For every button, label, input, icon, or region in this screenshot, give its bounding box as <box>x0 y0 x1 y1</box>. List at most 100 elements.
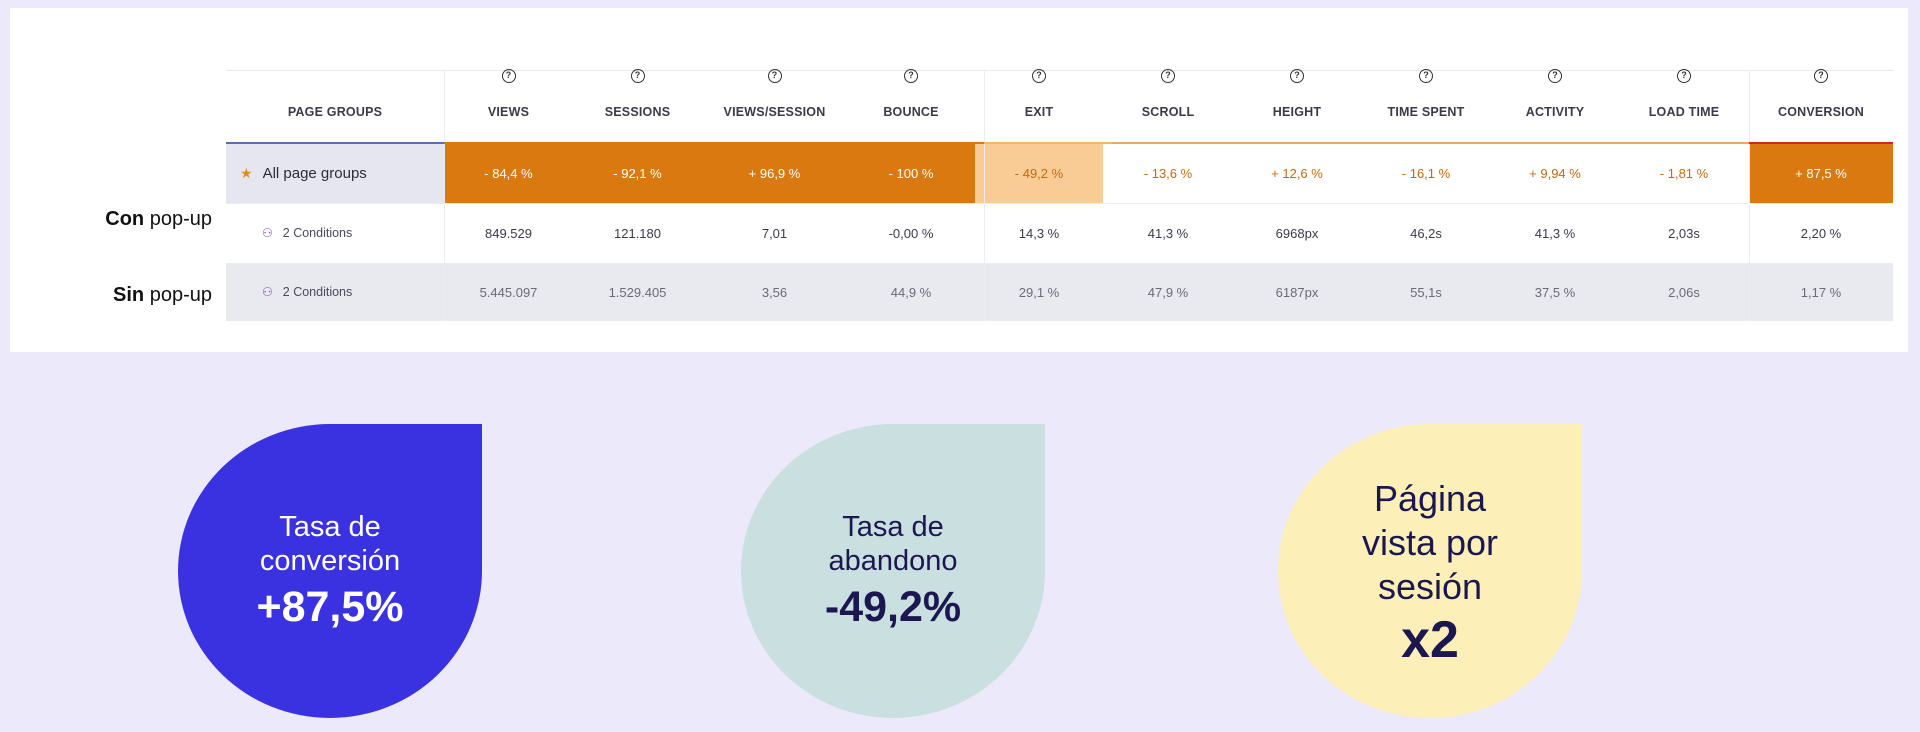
stat-abandon-drop: Tasa de abandono -49,2% <box>741 424 1045 718</box>
table-cell: 6968px <box>1275 225 1319 241</box>
users-icon: ⚇ <box>262 285 273 299</box>
table-cell: - 1,81 % <box>1659 165 1709 181</box>
table-cell: + 87,5 % <box>1749 143 1893 203</box>
analytics-table-panel: Con pop-up Sin pop-up PAGE GROUPS ★ All pa… <box>10 8 1908 352</box>
row-label-con-bold: Con <box>105 208 145 230</box>
row-label-con-popup: Con pop-up <box>40 208 220 231</box>
header-underline <box>1112 142 1749 144</box>
table-cell: - 49,2 % <box>975 143 1103 203</box>
row-name-conditions[interactable]: ⚇ 2 Conditions <box>226 263 444 321</box>
column-header[interactable]: EXIT <box>1024 105 1054 119</box>
table-cell: 7,01 <box>761 225 788 241</box>
table-cell: 3,56 <box>702 263 847 321</box>
stat-conversion-drop: Tasa de conversión +87,5% <box>178 424 482 718</box>
table-cell: 29,1 % <box>975 263 1103 321</box>
table-cell: 2,20 % <box>1800 225 1842 241</box>
column-header[interactable]: HEIGHT <box>1272 105 1322 119</box>
stat-conversion-value: +87,5% <box>256 583 404 631</box>
help-icon[interactable]: ? <box>501 69 516 83</box>
help-icon[interactable]: ? <box>767 69 782 83</box>
table-cell: 47,9 % <box>1103 263 1233 321</box>
column-header[interactable]: ACTIVITY <box>1525 105 1585 119</box>
column-header[interactable]: TIME SPENT <box>1387 105 1465 119</box>
row-divider <box>226 203 1893 204</box>
table-cell: 41,3 % <box>1534 225 1576 241</box>
table-cell: -0,00 % <box>888 225 934 241</box>
table-cell: - 16,1 % <box>1401 165 1451 181</box>
table-cell: 1.529.405 <box>573 263 702 321</box>
row-divider <box>226 263 1893 264</box>
help-icon[interactable]: ? <box>630 69 645 83</box>
table-cell: 1,17 % <box>1749 263 1893 321</box>
table-cell: 6187px <box>1233 263 1361 321</box>
table-column: VIEWS? - 84,4 % 849.529 5.445.097 <box>444 69 573 321</box>
help-icon[interactable]: ? <box>1032 69 1046 83</box>
table-cell: + 12,6 % <box>1271 165 1323 181</box>
table-cell: 121.180 <box>614 225 661 241</box>
star-icon: ★ <box>240 164 253 181</box>
help-icon[interactable]: ? <box>1419 69 1433 83</box>
table-column: TIME SPENT? - 16,1 % 46,2s 55,1s <box>1361 69 1491 321</box>
column-header[interactable]: LOAD TIME <box>1648 105 1720 119</box>
column-divider <box>444 71 445 321</box>
column-header[interactable]: SCROLL <box>1141 105 1195 119</box>
column-header[interactable]: VIEWS <box>487 105 530 119</box>
table-cell: 2,03s <box>1668 225 1700 241</box>
header-underline <box>226 142 444 144</box>
table-cell: 37,5 % <box>1491 263 1619 321</box>
table-cell: - 100 % <box>847 143 975 203</box>
stat-abandon-title: Tasa de abandono <box>808 510 978 578</box>
column-header[interactable]: BOUNCE <box>883 105 939 119</box>
stat-pages-value: x2 <box>1401 611 1459 669</box>
stat-abandon-title-text: Tasa de abandono <box>828 511 958 577</box>
column-header[interactable]: PAGE GROUPS <box>287 105 383 119</box>
table-column: SCROLL? - 13,6 % 41,3 % 47,9 % <box>1103 69 1233 321</box>
row-name-conditions[interactable]: ⚇ 2 Conditions <box>226 203 444 263</box>
table-cell: 55,1s <box>1361 263 1491 321</box>
column-header[interactable]: SESSIONS <box>604 105 671 119</box>
table-cell: 41,3 % <box>1147 225 1189 241</box>
table-column: HEIGHT? + 12,6 % 6968px 6187px <box>1233 69 1361 321</box>
table-cell: 14,3 % <box>1018 225 1060 241</box>
table-cell: 849.529 <box>485 225 532 241</box>
header-underline <box>984 142 1112 144</box>
stat-abandon-value: -49,2% <box>824 583 962 631</box>
help-icon[interactable]: ? <box>1677 69 1691 83</box>
column-divider <box>1749 71 1750 321</box>
help-icon[interactable]: ? <box>904 69 918 83</box>
table-cell: - 13,6 % <box>1143 165 1193 181</box>
column-header[interactable]: CONVERSION <box>1777 105 1865 119</box>
help-icon[interactable]: ? <box>1161 69 1175 83</box>
stat-pages-title-text: Página vista por sesión <box>1361 478 1499 607</box>
row-label-sin-popup: Sin pop-up <box>40 284 220 307</box>
table-cell: 44,9 % <box>847 263 975 321</box>
stat-conversion-title-text: Tasa de conversión <box>259 511 401 577</box>
row-label-con-rest: pop-up <box>144 208 212 230</box>
table-cell: 5.445.097 <box>444 263 573 321</box>
table-cell: + 9,94 % <box>1529 165 1581 181</box>
stat-pages-per-session-drop: Página vista por sesión x2 <box>1278 424 1582 718</box>
table-column: VIEWS/SESSION? + 96,9 % 7,01 3,56 <box>702 69 847 321</box>
header-underline <box>444 142 984 144</box>
users-icon: ⚇ <box>262 226 273 240</box>
table-cell: 2,06s <box>1619 263 1749 321</box>
help-icon[interactable]: ? <box>1548 69 1562 83</box>
row-name-all-page-groups[interactable]: ★ All page groups <box>226 143 444 203</box>
column-header[interactable]: VIEWS/SESSION <box>723 105 826 119</box>
row-label-sin-rest: pop-up <box>144 284 212 306</box>
table-column: CONVERSION? + 87,5 % 2,20 % 1,17 % <box>1749 69 1893 321</box>
table-column: ACTIVITY? + 9,94 % 41,3 % 37,5 % <box>1491 69 1619 321</box>
help-icon[interactable]: ? <box>1290 69 1304 83</box>
table-column: LOAD TIME? - 1,81 % 2,03s 2,06s <box>1619 69 1749 321</box>
table-column: PAGE GROUPS ★ All page groups ⚇ 2 Conditions… <box>226 71 444 321</box>
table-cell: - 84,4 % <box>444 143 573 203</box>
stat-conversion-title: Tasa de conversión <box>245 510 415 578</box>
column-divider <box>984 71 985 321</box>
table-column: EXIT? - 49,2 % 14,3 % 29,1 % <box>975 69 1103 321</box>
help-icon[interactable]: ? <box>1814 69 1828 83</box>
table-cell: - 92,1 % <box>573 143 702 203</box>
row-name-text: All page groups <box>262 164 367 182</box>
table-column: SESSIONS? - 92,1 % 121.180 1.529.405 <box>573 69 702 321</box>
row-label-sin-bold: Sin <box>113 284 145 306</box>
metrics-table: PAGE GROUPS ★ All page groups ⚇ 2 Conditions… <box>226 69 1893 321</box>
